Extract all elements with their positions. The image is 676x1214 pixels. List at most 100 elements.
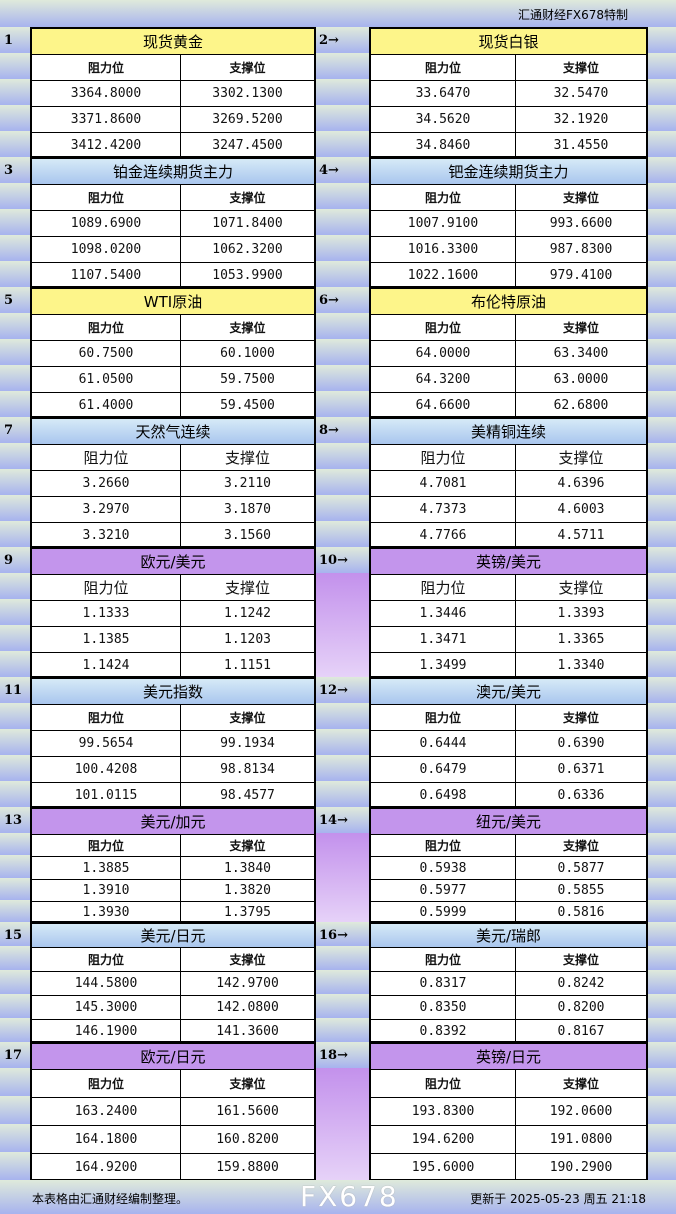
resistance-header: 阻力位 <box>32 445 180 471</box>
resistance-value: 0.6498 <box>371 783 515 809</box>
support-header: 支撑位 <box>515 55 646 81</box>
resistance-value: 1089.6900 <box>32 211 180 237</box>
support-value: 0.8242 <box>515 972 646 996</box>
instrument-table-11: 美元指数 阻力位 支撑位 99.5654 99.1934 100.4208 98.8134 1… <box>30 677 316 809</box>
resistance-value: 3.3210 <box>32 523 180 549</box>
resistance-value: 3.2970 <box>32 497 180 523</box>
block-number: 15 <box>4 928 23 943</box>
support-value: 3.1870 <box>180 497 314 523</box>
resistance-value: 0.6479 <box>371 757 515 783</box>
resistance-value: 100.4208 <box>32 757 180 783</box>
footer-bar: 本表格由汇通财经编制整理。 FX678 更新于 2025-05-23 周五 21… <box>0 1180 676 1214</box>
support-header: 支撑位 <box>180 1070 314 1098</box>
resistance-value: 60.7500 <box>32 341 180 367</box>
support-value: 63.3400 <box>515 341 646 367</box>
header-bar: 汇通财经FX678特制 <box>0 0 676 27</box>
instrument-title: 纽元/美元 <box>371 809 646 835</box>
resistance-value: 4.7373 <box>371 497 515 523</box>
resistance-value: 3412.4200 <box>32 133 180 159</box>
resistance-value: 1.3499 <box>371 653 515 679</box>
support-value: 1.1151 <box>180 653 314 679</box>
instrument-title: WTI原油 <box>32 289 314 315</box>
block-number: 3 <box>4 163 14 178</box>
instrument-table-2: 现货白银 阻力位 支撑位 33.6470 32.5470 34.5620 32.1920 34… <box>369 27 648 159</box>
support-header: 支撑位 <box>515 705 646 731</box>
support-header: 支撑位 <box>180 185 314 211</box>
block-number: 6→ <box>319 293 339 308</box>
support-value: 142.9700 <box>180 972 314 996</box>
resistance-value: 64.6600 <box>371 393 515 419</box>
support-value: 4.5711 <box>515 523 646 549</box>
block-number: 13 <box>4 813 23 828</box>
support-value: 32.1920 <box>515 107 646 133</box>
block-number: 12→ <box>319 683 348 698</box>
resistance-header: 阻力位 <box>371 445 515 471</box>
block-number: 9 <box>4 553 14 568</box>
support-value: 142.0800 <box>180 996 314 1020</box>
resistance-value: 1007.9100 <box>371 211 515 237</box>
support-header: 支撑位 <box>180 445 314 471</box>
resistance-value: 34.8460 <box>371 133 515 159</box>
support-value: 993.6600 <box>515 211 646 237</box>
support-value: 191.0800 <box>515 1126 646 1154</box>
instrument-title: 现货黄金 <box>32 29 314 55</box>
instrument-title: 美精铜连续 <box>371 419 646 445</box>
support-header: 支撑位 <box>515 315 646 341</box>
resistance-header: 阻力位 <box>371 835 515 857</box>
resistance-value: 145.3000 <box>32 996 180 1020</box>
resistance-header: 阻力位 <box>32 55 180 81</box>
support-value: 1071.8400 <box>180 211 314 237</box>
resistance-value: 195.6000 <box>371 1154 515 1182</box>
instrument-title: 欧元/美元 <box>32 549 314 575</box>
resistance-value: 34.5620 <box>371 107 515 133</box>
support-value: 1.3393 <box>515 601 646 627</box>
instrument-table-14: 纽元/美元 阻力位 支撑位 0.5938 0.5877 0.5977 0.5855 0.599… <box>369 807 648 924</box>
support-value: 141.3600 <box>180 1020 314 1044</box>
support-value: 62.6800 <box>515 393 646 419</box>
support-value: 3247.4500 <box>180 133 314 159</box>
support-header: 支撑位 <box>515 445 646 471</box>
resistance-value: 3364.8000 <box>32 81 180 107</box>
instrument-table-10: 英镑/美元 阻力位 支撑位 1.3446 1.3393 1.3471 1.3365 1.349… <box>369 547 648 679</box>
resistance-value: 64.3200 <box>371 367 515 393</box>
block-number: 10→ <box>319 553 348 568</box>
resistance-value: 146.1900 <box>32 1020 180 1044</box>
instrument-table-5: WTI原油 阻力位 支撑位 60.7500 60.1000 61.0500 59.7500 6… <box>30 287 316 419</box>
resistance-value: 164.1800 <box>32 1126 180 1154</box>
instrument-table-3: 铂金连续期货主力 阻力位 支撑位 1089.6900 1071.8400 1098.020… <box>30 157 316 289</box>
support-value: 1.1203 <box>180 627 314 653</box>
support-header: 支撑位 <box>515 185 646 211</box>
block-number: 14→ <box>319 813 348 828</box>
support-value: 1.1242 <box>180 601 314 627</box>
instrument-title: 铂金连续期货主力 <box>32 159 314 185</box>
instrument-title: 欧元/日元 <box>32 1044 314 1070</box>
instrument-title: 澳元/美元 <box>371 679 646 705</box>
support-value: 1.3795 <box>180 902 314 924</box>
resistance-header: 阻力位 <box>32 835 180 857</box>
block-number: 11 <box>4 683 23 698</box>
instrument-table-12: 澳元/美元 阻力位 支撑位 0.6444 0.6390 0.6479 0.6371 0.649… <box>369 677 648 809</box>
instrument-title: 钯金连续期货主力 <box>371 159 646 185</box>
instrument-table-9: 欧元/美元 阻力位 支撑位 1.1333 1.1242 1.1385 1.1203 1.142… <box>30 547 316 679</box>
instrument-title: 现货白银 <box>371 29 646 55</box>
resistance-value: 99.5654 <box>32 731 180 757</box>
block-number: 4→ <box>319 163 339 178</box>
instrument-table-16: 美元/瑞郎 阻力位 支撑位 0.8317 0.8242 0.8350 0.8200 0.839… <box>369 922 648 1044</box>
instrument-title: 英镑/美元 <box>371 549 646 575</box>
block-number: 16→ <box>319 928 348 943</box>
resistance-header: 阻力位 <box>32 185 180 211</box>
instrument-table-15: 美元/日元 阻力位 支撑位 144.5800 142.9700 145.3000 142.0… <box>30 922 316 1044</box>
support-value: 0.5877 <box>515 857 646 880</box>
footer-note: 本表格由汇通财经编制整理。 <box>32 1192 189 1206</box>
resistance-header: 阻力位 <box>371 185 515 211</box>
support-header: 支撑位 <box>180 315 314 341</box>
support-value: 98.8134 <box>180 757 314 783</box>
support-value: 3.1560 <box>180 523 314 549</box>
support-header: 支撑位 <box>180 835 314 857</box>
middle-gap <box>316 833 369 922</box>
support-header: 支撑位 <box>515 948 646 972</box>
support-value: 0.5816 <box>515 902 646 924</box>
resistance-value: 4.7766 <box>371 523 515 549</box>
instrument-table-17: 欧元/日元 阻力位 支撑位 163.2400 161.5600 164.1800 160.8… <box>30 1042 316 1182</box>
resistance-value: 4.7081 <box>371 471 515 497</box>
